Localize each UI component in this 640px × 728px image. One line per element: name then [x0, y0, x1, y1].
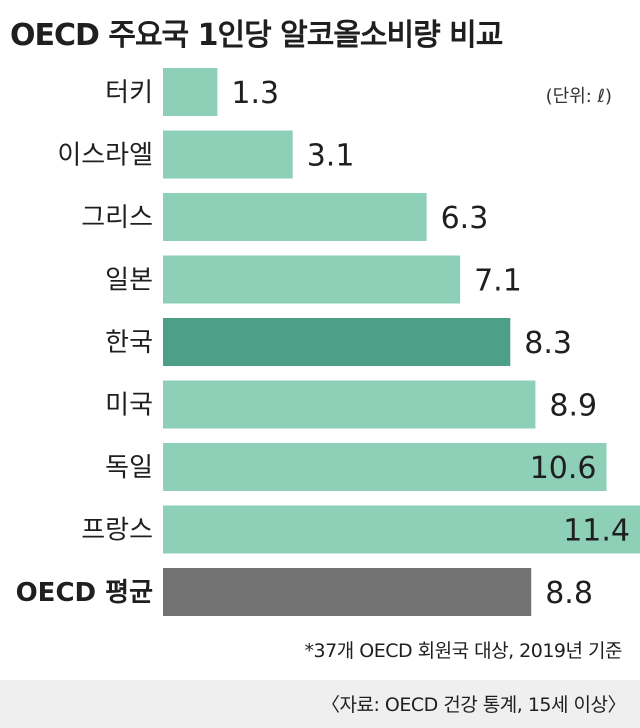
bar-6	[163, 443, 607, 491]
bar-1	[163, 130, 293, 179]
value-label-8: 8.8	[545, 576, 593, 611]
value-label-5: 8.9	[549, 389, 597, 424]
category-label-8: OECD 평균	[16, 578, 153, 608]
bar-3	[163, 255, 461, 304]
category-label-0: 터키	[105, 78, 153, 108]
footnote: *37개 OECD 회원국 대상, 2019년 기준	[304, 640, 623, 662]
category-label-6: 독일	[105, 453, 153, 483]
bar-2	[163, 193, 427, 241]
bar-8	[163, 568, 532, 616]
value-label-6: 10.6	[530, 451, 597, 486]
bar-5	[163, 380, 536, 429]
value-label-3: 7.1	[474, 264, 522, 299]
value-label-2: 6.3	[441, 201, 489, 236]
category-label-1: 이스라엘	[57, 141, 153, 171]
unit-note: (단위: ℓ)	[545, 86, 612, 107]
source-bar: 〈자료: OECD 건강 통계, 15세 이상〉	[0, 680, 640, 728]
category-label-3: 일본	[105, 266, 153, 296]
category-label-5: 미국	[105, 391, 153, 421]
category-label-4: 한국	[105, 328, 153, 358]
chart-title: OECD 주요국 1인당 알코올소비량 비교	[10, 18, 503, 53]
category-label-2: 그리스	[81, 203, 153, 233]
bar-7	[163, 505, 640, 554]
bar-0	[163, 68, 218, 116]
source-text: 〈자료: OECD 건강 통계, 15세 이상〉	[321, 694, 627, 716]
bar-chart: 터키 1.3 이스라엘 3.1 그리스 6.3 일본 7.1 한국 8.3 미국 8.9 독일 10.6 프…	[16, 68, 640, 616]
value-label-7: 11.4	[563, 514, 630, 549]
bar-4	[163, 318, 511, 366]
category-label-7: 프랑스	[81, 516, 153, 546]
value-label-0: 1.3	[231, 76, 279, 111]
value-label-1: 3.1	[307, 139, 355, 174]
value-label-4: 8.3	[524, 326, 572, 361]
